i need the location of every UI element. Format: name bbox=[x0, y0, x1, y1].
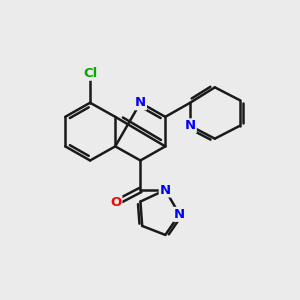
Text: N: N bbox=[135, 96, 146, 109]
Text: N: N bbox=[184, 119, 196, 132]
Text: O: O bbox=[110, 196, 122, 209]
Text: Cl: Cl bbox=[83, 67, 97, 80]
Text: N: N bbox=[160, 184, 171, 196]
Text: N: N bbox=[174, 208, 185, 221]
